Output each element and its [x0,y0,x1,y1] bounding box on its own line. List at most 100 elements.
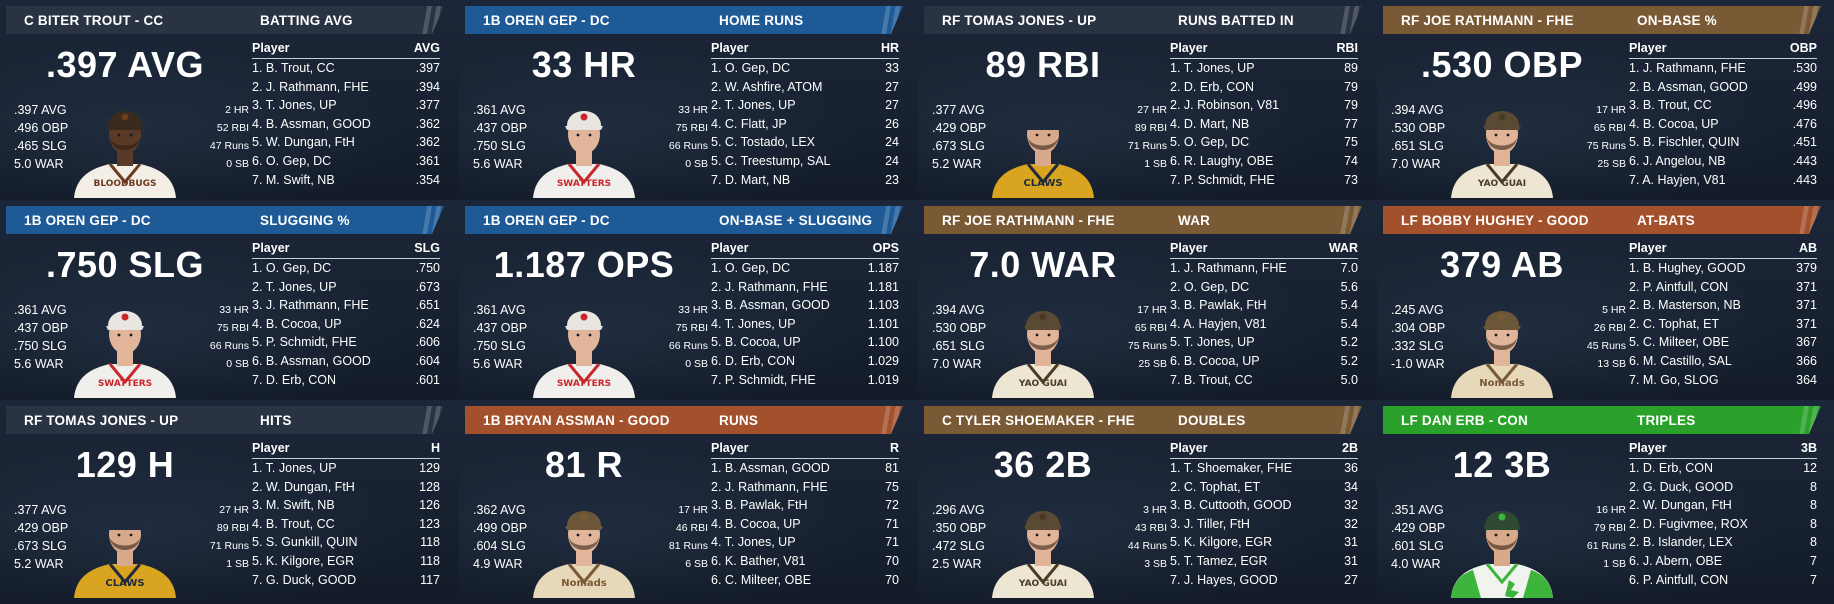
leader-card-3[interactable]: RF JOE RATHMANN - FHE ON-BASE % .530 OBP… [1377,0,1834,200]
leaderboard-row[interactable]: 3. B. Cuttooth, GOOD 32 [1170,496,1358,515]
leaderboard-row[interactable]: 2. B. Masterson, NB 371 [1629,296,1817,315]
leaderboard-row[interactable]: 4. T. Jones, UP 1.101 [711,315,899,334]
leaderboard-row[interactable]: 2. D. Erb, CON 79 [1170,78,1358,97]
leaderboard-row[interactable]: 4. B. Trout, CC 123 [252,515,440,534]
leader-card-1[interactable]: 1B OREN GEP - DC HOME RUNS 33 HR .361 AV… [459,0,918,200]
leaderboard-row[interactable]: 2. B. Assman, GOOD .499 [1629,78,1817,97]
leaderboard-row[interactable]: 1. T. Shoemaker, FHE 36 [1170,459,1358,478]
leaderboard-row[interactable]: 5. O. Gep, DC 75 [1170,133,1358,152]
leaderboard-row[interactable]: 5. C. Tostado, LEX 24 [711,133,899,152]
leaderboard-row[interactable]: 2. J. Rathmann, FHE 75 [711,478,899,497]
leaderboard-row[interactable]: 2. T. Jones, UP .673 [252,278,440,297]
leader-card-10[interactable]: C TYLER SHOEMAKER - FHE DOUBLES 36 2B .2… [918,400,1377,600]
leaderboard-row[interactable]: 1. B. Hughey, GOOD 379 [1629,259,1817,278]
leaderboard-row[interactable]: 4. D. Mart, NB 77 [1170,115,1358,134]
leaderboard-row[interactable]: 2. B. Islander, LEX 8 [1629,533,1817,552]
leaderboard-row[interactable]: 2. C. Tophat, ET 34 [1170,478,1358,497]
leaderboard-row[interactable]: 2. J. Robinson, V81 79 [1170,96,1358,115]
leaderboard-row[interactable]: 3. B. Assman, GOOD 1.103 [711,296,899,315]
leaderboard-row[interactable]: 4. A. Hayjen, V81 5.4 [1170,315,1358,334]
cap-brim [106,326,144,330]
leaderboard-row[interactable]: 1. O. Gep, DC 33 [711,59,899,78]
leaderboard-row[interactable]: 7. D. Mart, NB 23 [711,171,899,190]
leaderboard-row[interactable]: 2. O. Gep, DC 5.6 [1170,278,1358,297]
leaderboard-row[interactable]: 7. J. Hayes, GOOD 27 [1170,571,1358,590]
leaderboard-row[interactable]: 2. W. Dungan, FtH 8 [1629,496,1817,515]
leaderboard-row[interactable]: 1. J. Rathmann, FHE .530 [1629,59,1817,78]
leaderboard-row[interactable]: 5. W. Dungan, FtH .362 [252,133,440,152]
leaderboard-row[interactable]: 5. P. Schmidt, FHE .606 [252,333,440,352]
leaderboard-row[interactable]: 2. T. Jones, UP 27 [711,96,899,115]
leaderboard-row[interactable]: 1. B. Trout, CC .397 [252,59,440,78]
leaderboard-player: 4. B. Cocoa, UP [252,316,342,331]
leaderboard-row[interactable]: 3. B. Pawlak, FtH 72 [711,496,899,515]
leader-card-0[interactable]: C BITER TROUT - CC BATTING AVG .397 AVG … [0,0,459,200]
leaderboard-row[interactable]: 7. P. Schmidt, FHE 73 [1170,171,1358,190]
leaderboard-row[interactable]: 1. B. Assman, GOOD 81 [711,459,899,478]
leaderboard-row[interactable]: 6. J. Abern, OBE 7 [1629,552,1817,571]
leaderboard-row[interactable]: 5. S. Gunkill, QUIN 118 [252,533,440,552]
leaderboard-row[interactable]: 1. T. Jones, UP 129 [252,459,440,478]
leaderboard-row[interactable]: 2. G. Duck, GOOD 8 [1629,478,1817,497]
leaderboard-row[interactable]: 6. D. Erb, CON 1.029 [711,352,899,371]
leaderboard-row[interactable]: 6. B. Assman, GOOD .604 [252,352,440,371]
leader-card-11[interactable]: LF DAN ERB - CON TRIPLES 12 3B .351 AVG.… [1377,400,1834,600]
leaderboard-row[interactable]: 1. O. Gep, DC .750 [252,259,440,278]
leaderboard-row[interactable]: 6. K. Bather, V81 70 [711,552,899,571]
leaderboard-row[interactable]: 6. P. Aintfull, CON 7 [1629,571,1817,590]
leaderboard-row[interactable]: 2. J. Rathmann, FHE .394 [252,78,440,97]
leaderboard-row[interactable]: 7. A. Hayjen, V81 .443 [1629,171,1817,190]
leaderboard-row[interactable]: 6. R. Laughy, OBE 74 [1170,152,1358,171]
leaderboard-row[interactable]: 7. M. Swift, NB .354 [252,171,440,190]
leaderboard-row[interactable]: 5. T. Tamez, EGR 31 [1170,552,1358,571]
leaderboard-row[interactable]: 4. T. Jones, UP 71 [711,533,899,552]
leaderboard-row[interactable]: 5. K. Kilgore, EGR 118 [252,552,440,571]
leaderboard-row[interactable]: 6. O. Gep, DC .361 [252,152,440,171]
leader-card-6[interactable]: RF JOE RATHMANN - FHE WAR 7.0 WAR .394 A… [918,200,1377,400]
leaderboard-row[interactable]: 4. B. Cocoa, UP 71 [711,515,899,534]
leaderboard-row[interactable]: 4. B. Cocoa, UP .476 [1629,115,1817,134]
leader-card-8[interactable]: RF TOMAS JONES - UP HITS 129 H .377 AVG.… [0,400,459,600]
leaderboard-row[interactable]: 4. C. Flatt, JP 26 [711,115,899,134]
leaderboard-row[interactable]: 5. K. Kilgore, EGR 31 [1170,533,1358,552]
leaderboard-row[interactable]: 3. J. Rathmann, FHE .651 [252,296,440,315]
leaderboard-row[interactable]: 3. B. Pawlak, FtH 5.4 [1170,296,1358,315]
leaderboard-row[interactable]: 3. M. Swift, NB 126 [252,496,440,515]
leaderboard-row[interactable]: 6. B. Cocoa, UP 5.2 [1170,352,1358,371]
leader-card-5[interactable]: 1B OREN GEP - DC ON-BASE + SLUGGING 1.18… [459,200,918,400]
leaderboard-row[interactable]: 7. P. Schmidt, FHE 1.019 [711,371,899,390]
leader-card-7[interactable]: LF BOBBY HUGHEY - GOOD AT-BATS 379 AB .2… [1377,200,1834,400]
leaderboard-row[interactable]: 7. G. Duck, GOOD 117 [252,571,440,590]
leaderboard-row[interactable]: 5. B. Fischler, QUIN .451 [1629,133,1817,152]
leaderboard-row[interactable]: 2. W. Dungan, FtH 128 [252,478,440,497]
leaderboard-row[interactable]: 6. J. Angelou, NB .443 [1629,152,1817,171]
leaderboard-row[interactable]: 6. M. Castillo, SAL 366 [1629,352,1817,371]
leaderboard-row[interactable]: 3. J. Tiller, FtH 32 [1170,515,1358,534]
leaderboard-row[interactable]: 1. T. Jones, UP 89 [1170,59,1358,78]
leaderboard-row[interactable]: 5. T. Jones, UP 5.2 [1170,333,1358,352]
leader-card-4[interactable]: 1B OREN GEP - DC SLUGGING % .750 SLG .36… [0,200,459,400]
leaderboard-row[interactable]: 5. C. Milteer, OBE 367 [1629,333,1817,352]
leaderboard-row[interactable]: 7. D. Erb, CON .601 [252,371,440,390]
leaderboard-row[interactable]: 7. B. Trout, CC 5.0 [1170,371,1358,390]
leaderboard-row[interactable]: 2. C. Tophat, ET 371 [1629,315,1817,334]
leaderboard-row[interactable]: 4. B. Cocoa, UP .624 [252,315,440,334]
count-stat: 2 HR [225,104,249,116]
leaderboard-row[interactable]: 7. M. Go, SLOG 364 [1629,371,1817,390]
leaderboard-row[interactable]: 1. O. Gep, DC 1.187 [711,259,899,278]
leaderboard-row[interactable]: 2. P. Aintfull, CON 371 [1629,278,1817,297]
leaderboard-row[interactable]: 2. D. Fugivmee, ROX 8 [1629,515,1817,534]
leaderboard-row[interactable]: 5. C. Treestump, SAL 24 [711,152,899,171]
leaderboard-row[interactable]: 6. C. Milteer, OBE 70 [711,571,899,590]
leaderboard-row[interactable]: 2. W. Ashfire, ATOM 27 [711,78,899,97]
leaderboard-row[interactable]: 1. D. Erb, CON 12 [1629,459,1817,478]
leader-card-9[interactable]: 1B BRYAN ASSMAN - GOOD RUNS 81 R .362 AV… [459,400,918,600]
leaderboard-row[interactable]: 4. B. Assman, GOOD .362 [252,115,440,134]
leaderboard-row[interactable]: 1. J. Rathmann, FHE 7.0 [1170,259,1358,278]
leaderboard-row[interactable]: 2. J. Rathmann, FHE 1.181 [711,278,899,297]
leaderboard-row[interactable]: 5. B. Cocoa, UP 1.100 [711,333,899,352]
leaderboard-row[interactable]: 3. T. Jones, UP .377 [252,96,440,115]
leader-card-2[interactable]: RF TOMAS JONES - UP RUNS BATTED IN 89 RB… [918,0,1377,200]
leaderboard-row[interactable]: 3. B. Trout, CC .496 [1629,96,1817,115]
leaderboard-table: Player H 1. T. Jones, UP 129 2. W. Dungan,… [252,440,440,589]
